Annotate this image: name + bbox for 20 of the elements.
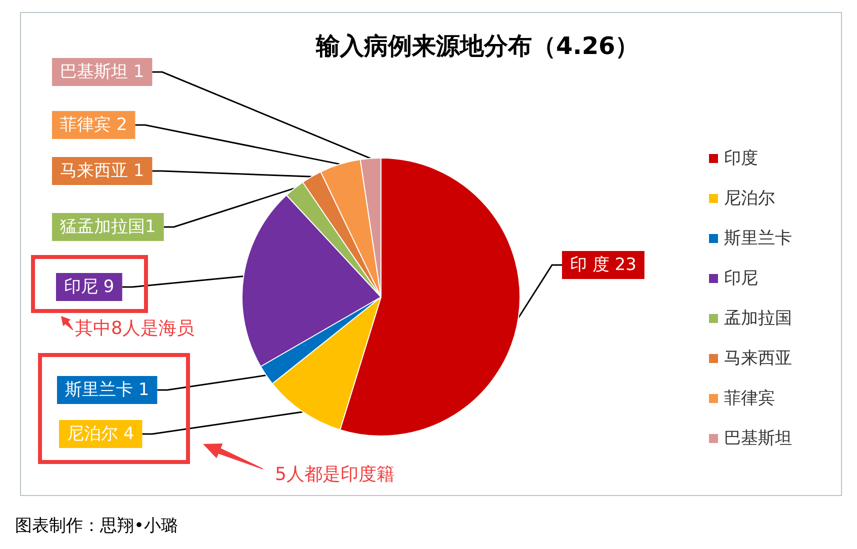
data-label: 菲律宾 2	[60, 115, 128, 135]
text: 5人都是印度籍	[275, 464, 394, 486]
legend-label: 印尼	[724, 268, 758, 288]
data-label: 尼泊尔 4	[67, 424, 134, 444]
legend-label: 孟加拉国	[724, 308, 792, 328]
legend-label: 马来西亚	[724, 348, 792, 368]
legend-label: 印度	[724, 148, 758, 168]
legend-label: 菲律宾	[724, 388, 775, 408]
data-label: 印 度 23	[570, 255, 636, 275]
data-label: 斯里兰卡 1	[65, 380, 150, 400]
data-label: 印尼 9	[64, 277, 114, 297]
legend-label: 尼泊尔	[724, 188, 775, 208]
legend-label: 巴基斯坦	[724, 428, 792, 448]
data-label: 猛孟加拉国1	[60, 217, 156, 237]
legend-label: 斯里兰卡	[724, 228, 792, 248]
chart-title: 输入病例来源地分布（4.26）	[315, 32, 640, 60]
text: 其中8人是海员	[75, 318, 194, 340]
data-label: 马来西亚 1	[60, 161, 144, 181]
data-label: 巴基斯坦 1	[60, 62, 144, 82]
text: 图表制作：思翔•小璐	[15, 516, 178, 536]
